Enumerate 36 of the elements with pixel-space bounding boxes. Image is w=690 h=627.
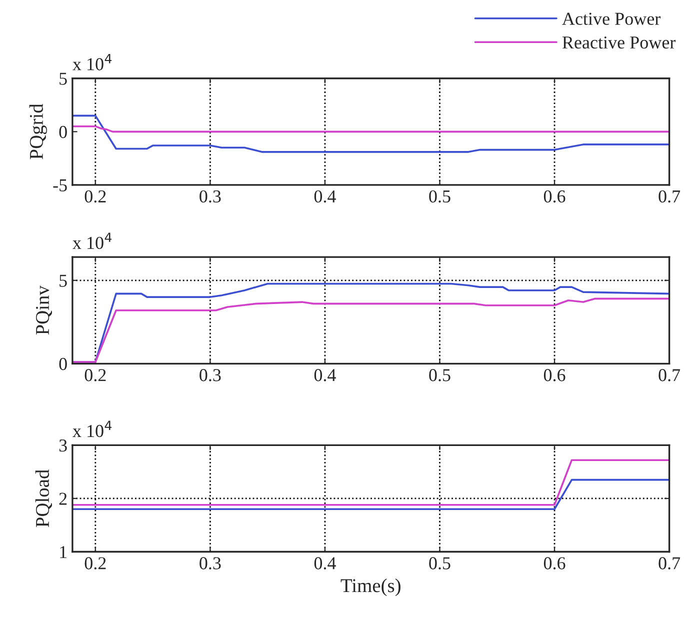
y-tick-label: 2	[59, 492, 67, 505]
x-tick-label: 0.5	[429, 190, 450, 203]
x-tick-label: 0.3	[200, 557, 221, 570]
x-tick-label: 0.4	[314, 369, 336, 382]
y-tick-label: 5	[60, 274, 67, 287]
x-tick-label: 0.7	[658, 557, 680, 570]
x-tick-label: 0.7	[658, 369, 680, 382]
y-axis-title: PQinv	[36, 286, 52, 335]
x-tick-label: 0.5	[429, 369, 450, 382]
x-tick-label: 0.3	[200, 369, 221, 382]
x-axis-title: Time(s)	[340, 578, 400, 596]
x-tick-label: 0.6	[544, 190, 566, 203]
y-tick-label: 0	[59, 126, 67, 138]
x-tick-label: 0.6	[544, 557, 566, 570]
text: x 10$^{4}$	[72, 232, 112, 250]
x-tick-label: 0.3	[200, 190, 221, 203]
x-tick-label: 0.2	[84, 369, 106, 382]
y-axis-title: PQgrid	[29, 104, 47, 160]
text: x 10$^{4}$	[72, 54, 112, 70]
y-tick-label: -5	[53, 179, 67, 192]
y-tick-label: 1	[60, 546, 67, 558]
legend-label: Active Power	[562, 12, 661, 25]
y-tick-label: 5	[60, 72, 67, 85]
y-tick-label: 0	[59, 358, 67, 370]
legend-label: Reactive Power	[562, 36, 676, 49]
x-tick-label: 0.2	[84, 190, 106, 203]
x-tick-label: 0.4	[314, 190, 336, 203]
x-tick-label: 0.7	[658, 190, 680, 203]
x-tick-label: 0.6	[544, 369, 566, 382]
text: x 10$^{4}$	[72, 420, 112, 438]
line-series	[72, 114, 670, 153]
x-tick-label: 0.5	[429, 557, 450, 570]
x-tick-label: 0.2	[84, 557, 106, 570]
x-tick-label: 0.4	[314, 557, 336, 570]
y-tick-label: 3	[59, 439, 67, 452]
y-axis-title: PQload	[35, 470, 52, 528]
